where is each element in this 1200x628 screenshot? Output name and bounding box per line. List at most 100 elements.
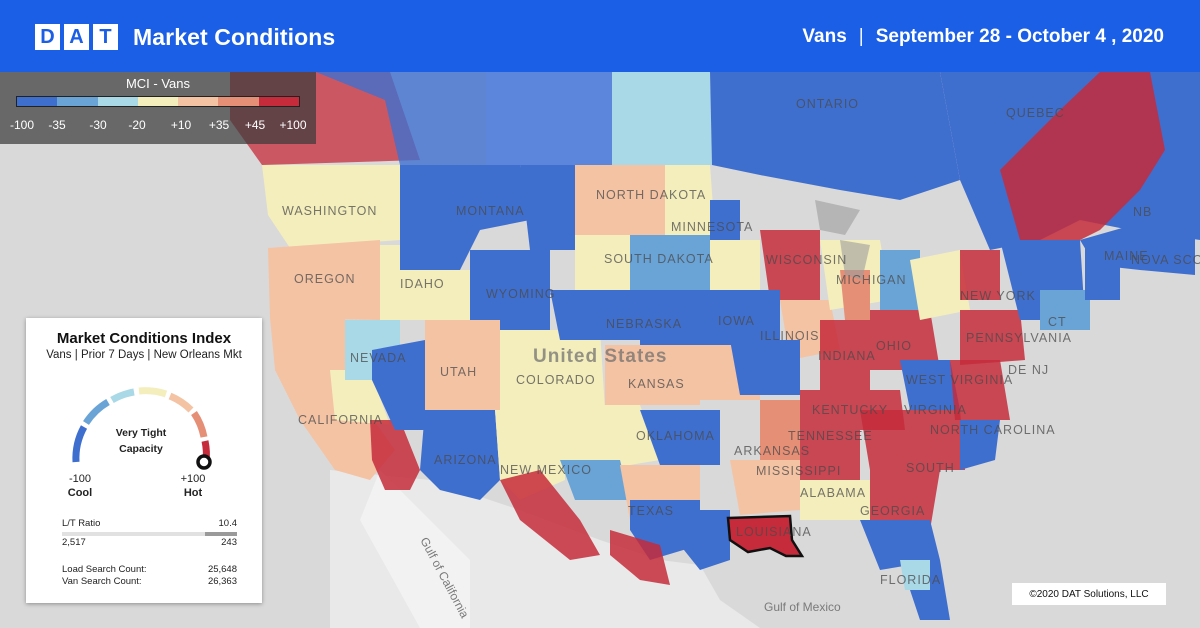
state-label-new-mexico: NEW MEXICO	[500, 463, 592, 477]
upstate-region	[910, 250, 970, 320]
copyright-notice: ©2020 DAT Solutions, LLC	[1012, 583, 1166, 605]
utah-region	[425, 320, 500, 410]
michigan-central-region	[840, 270, 870, 320]
state-label-montana: MONTANA	[456, 204, 525, 218]
ohio-hot-region	[870, 310, 940, 370]
gauge-arc-warm	[168, 392, 194, 413]
mci-card: Market Conditions Index Vans | Prior 7 D…	[26, 318, 262, 603]
state-label-north-dakota: NORTH DAKOTA	[596, 188, 706, 202]
south-dakota-east-region	[630, 235, 710, 290]
st-louis-region	[730, 340, 800, 395]
state-label-idaho: IDAHO	[400, 277, 445, 291]
legend-tick: -30	[89, 118, 107, 132]
header-bar: D A T Market Conditions Vans | September…	[0, 0, 1200, 72]
canada-saskatchewan	[486, 72, 612, 165]
logo-letter-a: A	[64, 24, 89, 50]
ct-region	[1040, 290, 1090, 330]
state-label-florida: FLORIDA	[880, 573, 941, 587]
north-dakota-region	[575, 165, 665, 235]
arkansas-region	[760, 400, 800, 460]
state-label-utah: UTAH	[440, 365, 477, 379]
state-label-arizona: ARIZONA	[434, 453, 497, 467]
legend-tick: +10	[170, 118, 192, 132]
lt-ratio-bar-fill	[205, 532, 237, 536]
legend-swatch	[97, 97, 138, 106]
baja-land	[360, 470, 470, 628]
texas-panhandle-region	[565, 405, 660, 470]
state-label-new-york: NEW YORK	[960, 289, 1036, 303]
gauge-max-value: +100	[180, 473, 206, 485]
state-label-texas: TEXAS	[628, 504, 674, 518]
gauge-status-line: Capacity	[119, 443, 163, 455]
florida-central-region	[900, 560, 930, 590]
state-label-alabama: ALABAMA	[800, 486, 866, 500]
canada-alberta	[316, 72, 486, 165]
legend-tick: -35	[48, 118, 66, 132]
socal-hot-region	[370, 420, 420, 490]
state-label-michigan: MICHIGAN	[836, 273, 907, 287]
state-label-minnesota: MINNESOTA	[671, 220, 753, 234]
state-label-iowa: IOWA	[718, 314, 755, 328]
minnesota-south-region	[710, 240, 760, 290]
gauge-arc-cold	[83, 398, 110, 426]
maine-region	[1085, 240, 1120, 300]
south-dakota-west-region	[575, 235, 630, 290]
west-virginia-region	[900, 360, 960, 410]
nebraska-east-region	[640, 290, 710, 345]
new-orleans-market-outline	[726, 514, 805, 558]
legend-swatch	[218, 97, 259, 106]
legend-tick: +35	[208, 118, 230, 132]
arizona-region	[420, 410, 500, 500]
header-separator: |	[858, 26, 864, 47]
gauge-status: Very Tight Capacity	[100, 425, 182, 457]
gauge-status-line: Very Tight	[115, 427, 167, 439]
state-label-washington: WASHINGTON	[282, 204, 377, 218]
state-label-mississippi: MISSISSIPPI	[756, 464, 841, 478]
card-title: Market Conditions Index	[56, 330, 232, 347]
indiana-hot-region	[820, 320, 870, 390]
gauge-min: -100 Cool	[66, 472, 94, 500]
oregon-region	[268, 240, 380, 320]
state-label-west-virginia: WEST VIRGINIA	[906, 373, 1013, 387]
legend-swatch	[258, 97, 299, 106]
lt-ratio-row: L/T Ratio 10.4	[62, 518, 237, 529]
houston-region	[680, 510, 730, 570]
virginia-hot-region	[950, 360, 1010, 420]
state-label-nebraska: NEBRASKA	[606, 317, 682, 331]
nevada-region-south	[372, 340, 425, 430]
state-label-nevada: NEVADA	[350, 351, 406, 365]
state-label-quebec: QUEBEC	[1006, 106, 1065, 120]
state-label-virginia: VIRGINIA	[904, 403, 967, 417]
choropleth-map: United States WASHINGTON MONTANA NORTH D…	[0, 72, 1200, 628]
trucks-count: 243	[221, 537, 237, 548]
legend-tick: -20	[128, 118, 146, 132]
state-label-oklahoma: OKLAHOMA	[636, 429, 715, 443]
lt-ratio-label: L/T Ratio	[62, 518, 101, 529]
load-search-value: 25,648	[207, 564, 237, 575]
state-label-kansas: KANSAS	[628, 377, 685, 391]
lt-ratio-bar	[62, 532, 237, 536]
load-search-label: Load Search Count:	[62, 564, 147, 575]
date-range: September 28 - October 4 , 2020	[875, 26, 1164, 47]
van-search-row: Van Search Count: 26,363	[62, 576, 237, 587]
lake-superior	[815, 200, 860, 235]
south-texas-hot-region	[610, 530, 670, 585]
logo-letter-t: T	[93, 24, 118, 50]
state-label-ct: CT	[1048, 315, 1067, 329]
montana-east-region	[520, 165, 575, 250]
van-search-label: Van Search Count:	[62, 576, 142, 587]
water-label-gulf-of-mexico: Gulf of Mexico	[764, 600, 841, 614]
load-search-row: Load Search Count: 25,648	[62, 564, 237, 575]
page-title: Market Conditions	[133, 24, 336, 50]
state-label-colorado: COLORADO	[516, 373, 596, 387]
header-meta: Vans | September 28 - October 4 , 2020	[802, 26, 1164, 48]
legend-tick: -100	[9, 118, 35, 132]
michigan-east-region	[880, 250, 920, 310]
lake-michigan	[840, 240, 870, 280]
state-label-georgia: GEORGIA	[860, 504, 925, 518]
state-label-ohio: OHIO	[876, 339, 912, 353]
state-label-indiana: INDIANA	[818, 349, 876, 363]
loads-count: 2,517	[62, 537, 86, 548]
gauge-arc-warmer	[191, 411, 208, 438]
gauge-max: +100 Hot	[176, 472, 210, 500]
